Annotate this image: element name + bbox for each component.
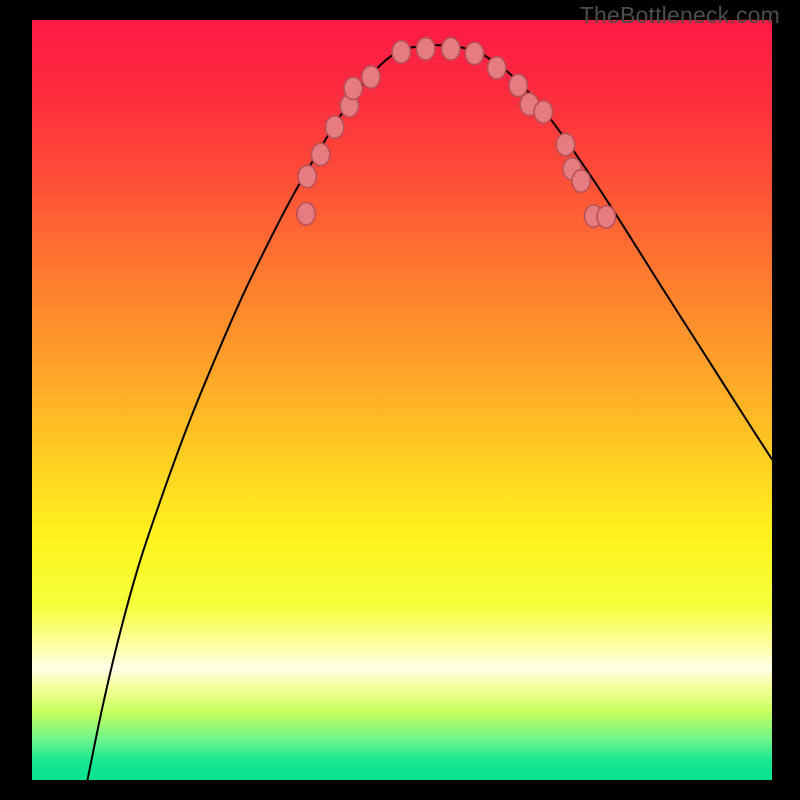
data-marker (465, 42, 483, 64)
data-marker (534, 101, 552, 123)
data-marker (416, 38, 434, 60)
watermark-text: TheBottleneck.com (580, 2, 780, 29)
plot-frame (32, 20, 772, 780)
curve-left-branch (88, 48, 407, 780)
data-marker (572, 170, 590, 192)
data-marker (298, 165, 316, 187)
data-marker (392, 41, 410, 63)
data-marker (325, 116, 343, 138)
data-marker (488, 57, 506, 79)
data-marker (344, 77, 362, 99)
data-marker (597, 206, 615, 228)
data-marker (362, 66, 380, 88)
data-marker (509, 74, 527, 96)
data-marker (311, 143, 329, 165)
data-marker (442, 38, 460, 60)
chart-overlay (32, 20, 772, 780)
data-marker (297, 203, 315, 225)
data-marker (556, 133, 574, 155)
